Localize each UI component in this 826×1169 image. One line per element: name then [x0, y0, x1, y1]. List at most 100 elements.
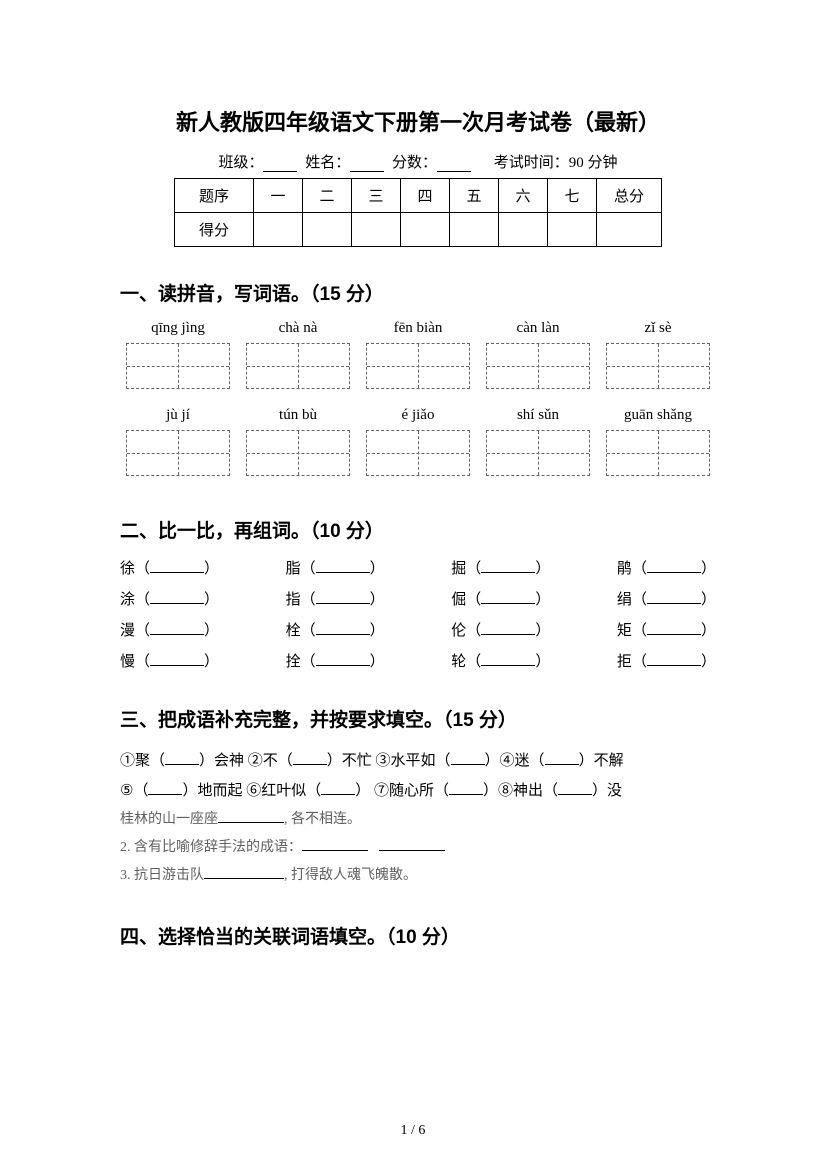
- pinyin-label: tún bù: [246, 407, 350, 424]
- idiom-blank[interactable]: [321, 782, 355, 795]
- compare-blank[interactable]: [150, 653, 204, 666]
- idiom-blank[interactable]: [449, 782, 483, 795]
- idiom-blank[interactable]: [558, 782, 592, 795]
- compare-blank[interactable]: [150, 622, 204, 635]
- table-row: 题序 一 二 三 四 五 六 七 总分: [175, 179, 662, 213]
- idiom-text: ）不忙 ③水平如（: [327, 753, 451, 769]
- answer-boxes-row: [120, 430, 716, 476]
- pinyin-label: guān shǎng: [606, 407, 710, 424]
- compare-blank[interactable]: [316, 591, 370, 604]
- compare-blank[interactable]: [647, 560, 701, 573]
- score-cell[interactable]: [597, 213, 662, 247]
- note-blank[interactable]: [379, 838, 445, 851]
- idiom-text: ） ⑦随心所（: [355, 783, 449, 799]
- compare-blank[interactable]: [481, 653, 535, 666]
- note-line: 2. 含有比喻修辞手法的成语：: [120, 834, 716, 862]
- answer-box[interactable]: [126, 430, 230, 476]
- compare-item: 鹃（）: [617, 557, 716, 578]
- col-cell: 六: [499, 179, 548, 213]
- score-cell[interactable]: [548, 213, 597, 247]
- class-blank[interactable]: [263, 157, 297, 172]
- table-row: 得分: [175, 213, 662, 247]
- answer-box[interactable]: [246, 343, 350, 389]
- score-cell[interactable]: [450, 213, 499, 247]
- idiom-blank[interactable]: [293, 752, 327, 765]
- idiom-blank[interactable]: [148, 782, 182, 795]
- note-blank[interactable]: [218, 810, 284, 823]
- score-cell[interactable]: [352, 213, 401, 247]
- name-blank[interactable]: [350, 157, 384, 172]
- answer-box[interactable]: [366, 343, 470, 389]
- answer-box[interactable]: [486, 343, 590, 389]
- class-label: 班级：: [218, 155, 263, 171]
- compare-blank[interactable]: [150, 591, 204, 604]
- compare-char: 栓: [286, 623, 301, 639]
- score-cell[interactable]: [303, 213, 352, 247]
- compare-blank[interactable]: [481, 560, 535, 573]
- idiom-blank[interactable]: [451, 752, 485, 765]
- pinyin-label: qīng jìng: [126, 320, 230, 337]
- answer-box[interactable]: [606, 343, 710, 389]
- idiom-text: ①聚（: [120, 753, 165, 769]
- compare-blank[interactable]: [150, 560, 204, 573]
- note-line: 桂林的山一座座, 各不相连。: [120, 806, 716, 834]
- compare-blank[interactable]: [481, 622, 535, 635]
- compare-char: 轮: [451, 654, 466, 670]
- total-cell: 总分: [597, 179, 662, 213]
- compare-char: 倔: [451, 592, 466, 608]
- compare-blank[interactable]: [316, 653, 370, 666]
- page-title: 新人教版四年级语文下册第一次月考试卷（最新）: [120, 105, 716, 137]
- idiom-line: ⑤（）地而起 ⑥红叶似（） ⑦随心所（）⑧神出（）没: [120, 776, 716, 806]
- compare-blank[interactable]: [481, 591, 535, 604]
- score-row-label: 得分: [175, 213, 254, 247]
- compare-char: 脂: [286, 561, 301, 577]
- pinyin-label: càn làn: [486, 320, 590, 337]
- col-cell: 五: [450, 179, 499, 213]
- compare-item: 轮（）: [451, 650, 550, 671]
- compare-item: 栓（）: [286, 619, 385, 640]
- answer-box[interactable]: [126, 343, 230, 389]
- compare-item: 慢（）: [120, 650, 219, 671]
- pinyin-row: qīng jìng chà nà fēn biàn càn làn zǐ sè: [120, 320, 716, 337]
- compare-blank[interactable]: [647, 653, 701, 666]
- compare-item: 倔（）: [451, 588, 550, 609]
- compare-char: 拴: [286, 654, 301, 670]
- name-label: 姓名：: [305, 155, 350, 171]
- idiom-text: ）⑧神出（: [483, 783, 558, 799]
- score-blank[interactable]: [437, 157, 471, 172]
- compare-item: 徐（）: [120, 557, 219, 578]
- answer-box[interactable]: [366, 430, 470, 476]
- compare-char: 漫: [120, 623, 135, 639]
- section-2-heading: 二、比一比，再组词。（10 分）: [120, 516, 716, 543]
- compare-item: 矩（）: [617, 619, 716, 640]
- answer-box[interactable]: [486, 430, 590, 476]
- pinyin-label: chà nà: [246, 320, 350, 337]
- compare-blank[interactable]: [316, 622, 370, 635]
- pinyin-row: jù jí tún bù é jiǎo shí sǔn guān shǎng: [120, 407, 716, 424]
- pinyin-label: é jiǎo: [366, 407, 470, 424]
- compare-char: 掘: [451, 561, 466, 577]
- note-blank[interactable]: [204, 866, 284, 879]
- score-label: 分数：: [392, 155, 437, 171]
- answer-box[interactable]: [246, 430, 350, 476]
- compare-item: 拒（）: [617, 650, 716, 671]
- compare-char: 矩: [617, 623, 632, 639]
- pinyin-label: zǐ sè: [606, 320, 710, 337]
- idiom-blank[interactable]: [165, 752, 199, 765]
- score-cell[interactable]: [401, 213, 450, 247]
- note-blank[interactable]: [302, 838, 368, 851]
- idiom-text: ）不解: [579, 753, 624, 769]
- score-cell[interactable]: [499, 213, 548, 247]
- answer-box[interactable]: [606, 430, 710, 476]
- idiom-blank[interactable]: [545, 752, 579, 765]
- score-cell[interactable]: [254, 213, 303, 247]
- idiom-text: ）没: [592, 783, 622, 799]
- compare-blank[interactable]: [647, 591, 701, 604]
- compare-row: 慢（）拴（）轮（）拒（）: [120, 650, 716, 671]
- compare-blank[interactable]: [647, 622, 701, 635]
- compare-char: 鹃: [617, 561, 632, 577]
- compare-blank[interactable]: [316, 560, 370, 573]
- col-cell: 四: [401, 179, 450, 213]
- note-text: , 各不相连。: [284, 812, 361, 827]
- col-cell: 三: [352, 179, 401, 213]
